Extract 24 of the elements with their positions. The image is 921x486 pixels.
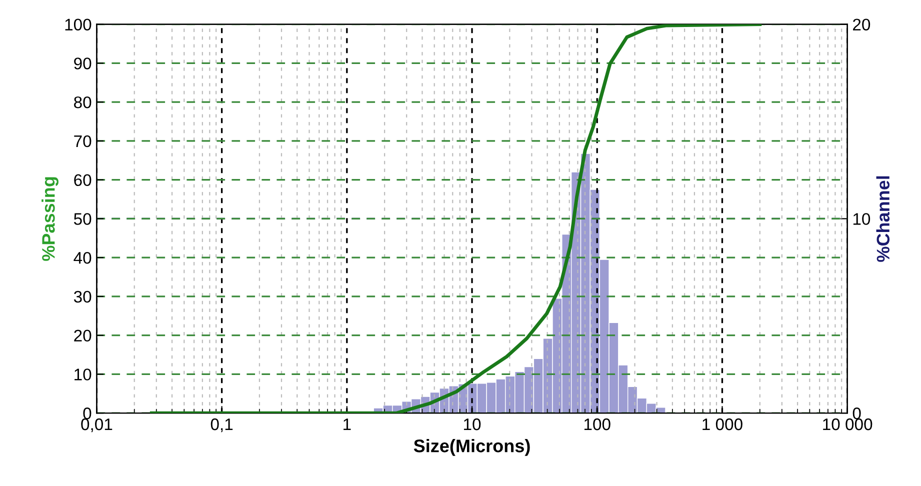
y-tick-label: 20 — [74, 330, 92, 342]
y-tick-label: 70 — [74, 135, 92, 148]
y-tick-label: 40 — [74, 252, 92, 264]
y-tick-label: 90 — [74, 58, 92, 70]
y2-tick-label: 20 — [853, 18, 870, 31]
y2-tick-label: 0 — [852, 408, 861, 420]
y2-axis-title: %Channel — [876, 176, 890, 262]
x-tick-label: 10 — [464, 418, 481, 430]
x-tick-label: 10 000 — [823, 418, 872, 430]
x-tick-label: 0,01 — [81, 418, 112, 432]
x-tick-label: 100 — [584, 418, 610, 430]
y-tick-label: 30 — [74, 290, 92, 303]
y-tick-label: 50 — [74, 213, 92, 225]
y-tick-label: 100 — [65, 18, 92, 31]
y-tick-label: 0 — [83, 408, 92, 420]
x-tick-label: 0,1 — [210, 418, 233, 432]
y-tick-label: 60 — [74, 174, 92, 186]
y2-tick-label: 10 — [853, 213, 870, 225]
x-axis-title: Size(Microns) — [414, 439, 530, 456]
x-tick-label: 1 — [344, 418, 351, 430]
y-tick-label: 10 — [74, 368, 92, 380]
x-tick-label: 1 000 — [702, 418, 742, 430]
y-tick-label: 80 — [74, 96, 92, 108]
y-axis-title: %Passing — [42, 177, 58, 261]
